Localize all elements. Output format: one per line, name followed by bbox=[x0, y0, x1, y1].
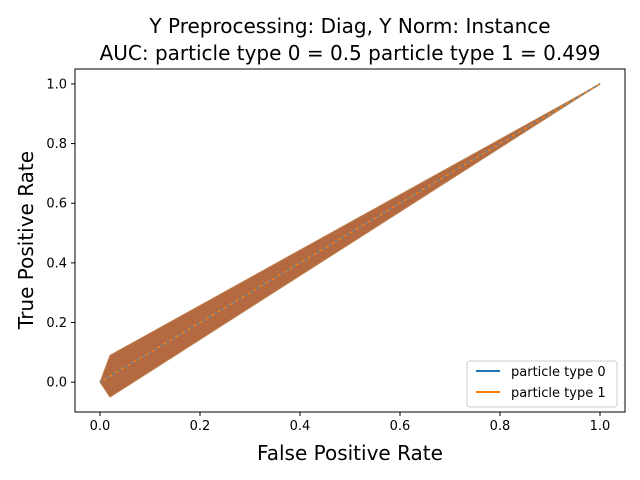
legend: particle type 0 particle type 1 bbox=[466, 360, 618, 408]
legend-label-particle-type-1: particle type 1 bbox=[511, 386, 606, 401]
y-tick-label: 0.2 bbox=[46, 316, 67, 331]
x-tick-label: 0.4 bbox=[290, 419, 311, 434]
legend-label-particle-type-0: particle type 0 bbox=[511, 365, 606, 380]
y-tick-label: 0.0 bbox=[46, 376, 67, 391]
y-tick-label: 0.8 bbox=[46, 137, 67, 152]
y-axis-label: True Positive Rate bbox=[14, 151, 38, 330]
x-tick-label: 0.0 bbox=[90, 419, 111, 434]
x-axis-ticks: 0.0 0.2 0.4 0.6 0.8 1.0 bbox=[90, 412, 611, 434]
chart-title-line-2: AUC: particle type 0 = 0.5 particle type… bbox=[100, 41, 601, 65]
legend-box bbox=[466, 360, 618, 408]
chart-title-line-1: Y Preprocessing: Diag, Y Norm: Instance bbox=[148, 14, 550, 38]
x-tick-label: 0.2 bbox=[190, 419, 211, 434]
plot-area bbox=[99, 83, 601, 398]
axes-frame bbox=[74, 68, 626, 413]
y-axis-ticks: 0.0 0.2 0.4 0.6 0.8 1.0 bbox=[46, 77, 75, 391]
y-tick-label: 1.0 bbox=[46, 77, 67, 92]
x-tick-label: 0.6 bbox=[390, 419, 411, 434]
y-tick-label: 0.6 bbox=[46, 197, 67, 212]
x-tick-label: 0.8 bbox=[490, 419, 511, 434]
x-axis-label: False Positive Rate bbox=[257, 441, 443, 465]
confidence-band-particle-type-1 bbox=[99, 83, 601, 398]
chance-diagonal-line bbox=[99, 83, 601, 383]
x-tick-label: 1.0 bbox=[590, 419, 611, 434]
y-tick-label: 0.4 bbox=[46, 256, 67, 271]
